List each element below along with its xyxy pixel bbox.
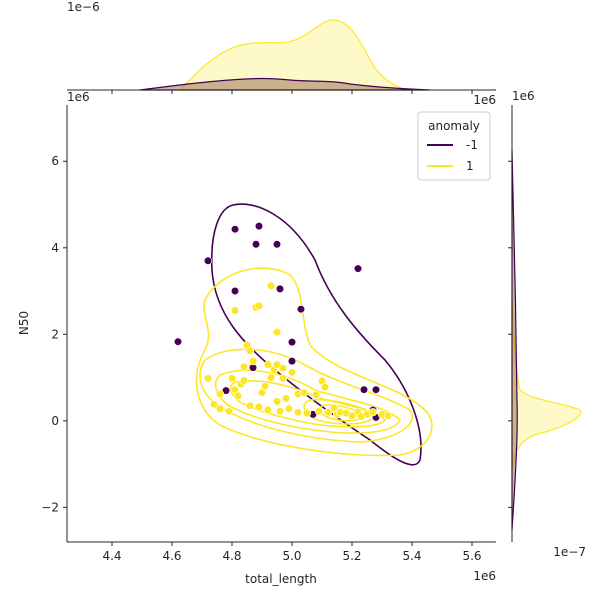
top-marginal-offset-label: 1e−6: [67, 0, 100, 14]
scatter-point: [215, 389, 225, 399]
scatter-point: [230, 306, 240, 315]
scatter-point: [230, 286, 240, 296]
scatter-point: [173, 337, 183, 346]
kde-contour-anomaly-neg1: [210, 203, 422, 466]
scatter-point: [293, 408, 303, 417]
y-offset-label: 1e6: [67, 90, 90, 104]
scatter-point: [353, 264, 363, 273]
scatter-point: [287, 338, 297, 347]
right-marginal-y-offset-label: 1e6: [512, 89, 535, 103]
scatter-point: [251, 240, 261, 249]
x-tick-label: 5.4: [402, 549, 421, 563]
main-axes: [66, 105, 496, 543]
x-offset-label: 1e6: [473, 569, 496, 583]
top-marginal-x-offset-label: 1e6: [473, 93, 496, 107]
y-tick-label: 0: [51, 414, 59, 428]
scatter-point: [311, 390, 321, 400]
x-ticks: 4.4 4.6 4.8 5.0 5.2 5.4 5.6: [102, 542, 482, 563]
scatter-point: [296, 305, 306, 314]
scatter-point: [287, 357, 297, 366]
scatter-point: [263, 360, 273, 369]
scatter-point: [278, 374, 288, 383]
right-marginal: [511, 105, 582, 542]
scatter-point: [215, 404, 225, 413]
scatter-point: [254, 301, 264, 310]
scatter-point: [239, 362, 249, 371]
legend-box: [417, 111, 491, 181]
scatter-point: [266, 281, 276, 291]
scatter-point: [233, 391, 243, 400]
scatter-point: [209, 400, 219, 409]
scatter-point: [245, 401, 255, 410]
x-tick-label: 5.2: [342, 549, 361, 563]
scatter-point: [284, 404, 294, 413]
x-axis-label: total_length: [245, 572, 317, 586]
scatter-point: [275, 407, 285, 416]
scatter-point: [272, 328, 282, 337]
y-tick-label: 4: [51, 241, 59, 255]
right-marginal-density-anomaly-1: [511, 299, 582, 471]
right-marginal-offset-label: 1e−7: [553, 545, 586, 559]
scatter-point: [278, 364, 288, 373]
x-tick-label: 5.6: [462, 549, 481, 563]
y-ticks: −2 0 2 4 6: [41, 154, 67, 514]
top-marginal-density-anomaly-neg1: [139, 77, 431, 91]
scatter-point: [323, 408, 333, 417]
scatter-point: [275, 284, 285, 294]
kde-contours: [195, 203, 433, 466]
y-axis-label: N50: [17, 311, 31, 335]
scatter-point: [203, 256, 213, 265]
scatter-point: [371, 385, 381, 394]
scatter-point: [263, 405, 273, 415]
x-tick-label: 4.8: [222, 549, 241, 563]
scatter-point: [272, 360, 282, 369]
right-marginal-density-anomaly-neg1: [511, 149, 518, 531]
scatter-point: [224, 407, 234, 416]
legend-label-1: 1: [466, 159, 474, 173]
scatter-point: [383, 411, 393, 420]
kde-contour-1-level-3: [214, 369, 401, 434]
scatter-point: [314, 407, 324, 416]
scatter-points: [173, 222, 393, 422]
kde-contour-1-level-1: [195, 267, 433, 457]
scatter-point: [203, 374, 213, 383]
x-tick-label: 5.0: [282, 549, 301, 563]
scatter-point: [320, 383, 330, 392]
scatter-point: [272, 240, 282, 249]
scatter-point: [266, 373, 276, 382]
scatter-point: [248, 357, 258, 366]
scatter-point: [299, 388, 309, 397]
scatter-point: [281, 394, 291, 403]
scatter-point: [254, 222, 264, 231]
scatter-point: [227, 374, 237, 383]
y-tick-label: 6: [51, 154, 59, 168]
scatter-point: [245, 346, 255, 355]
scatter-point: [230, 225, 240, 234]
top-marginal: [67, 19, 496, 91]
y-tick-label: 2: [51, 327, 59, 341]
x-tick-label: 4.6: [162, 549, 181, 563]
scatter-point: [359, 385, 369, 394]
scatter-point: [239, 376, 249, 385]
legend: anomaly -1 1: [417, 111, 491, 181]
legend-label-neg1: -1: [466, 138, 478, 152]
top-marginal-density-anomaly-1: [178, 19, 411, 91]
scatter-point: [272, 397, 282, 406]
legend-title: anomaly: [428, 119, 480, 133]
kde-contours-anomaly-1: [195, 267, 433, 457]
scatter-point: [254, 402, 264, 412]
marginal-ticks: [111, 90, 512, 508]
scatter-point: [302, 409, 312, 418]
scatter-point: [368, 408, 378, 417]
y-tick-label: −2: [41, 500, 59, 514]
scatter-point: [260, 382, 270, 391]
x-tick-label: 4.4: [102, 549, 121, 563]
scatter-point: [347, 411, 357, 420]
scatter-point: [287, 368, 297, 377]
